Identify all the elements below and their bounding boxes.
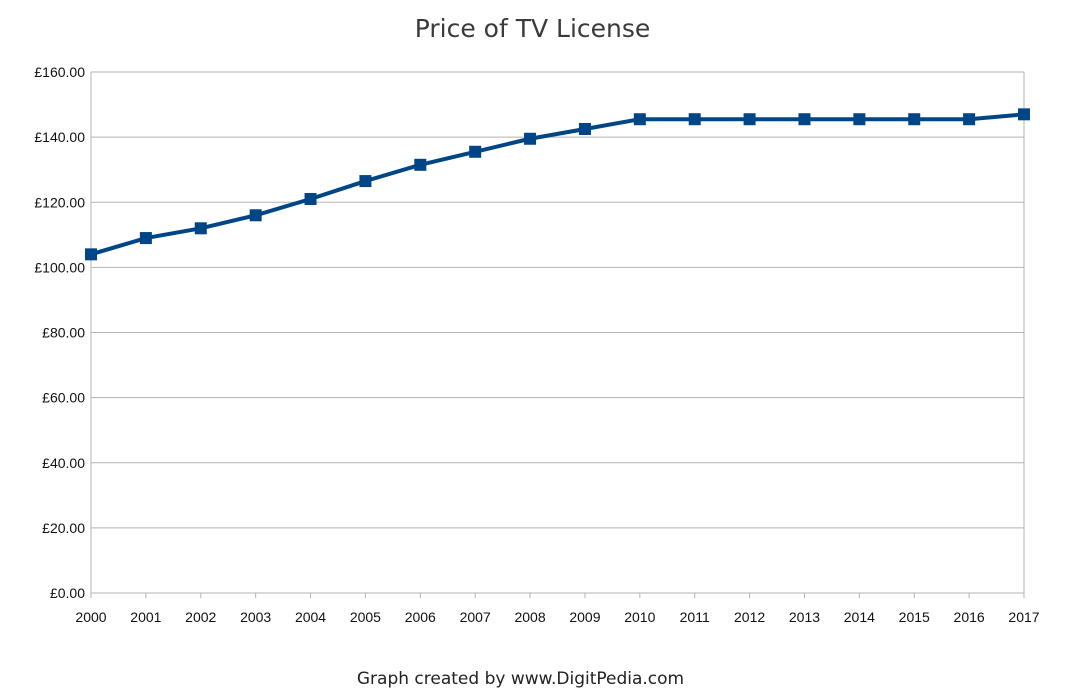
gridlines [91, 71, 1024, 594]
x-tick-label: 2000 [75, 609, 106, 625]
x-axis-tick-labels: 2000 2001 2002 2003 2004 2005 2006 2007 2008 2009… [75, 609, 1039, 625]
x-tick-label: 2002 [185, 609, 216, 625]
chart-title: Price of TV License [414, 14, 651, 43]
x-tick-label: 2011 [680, 609, 710, 625]
x-tick-label: 2006 [405, 609, 436, 625]
data-point-marker [688, 113, 701, 126]
y-tick-label: £80.00 [42, 325, 85, 341]
y-tick-label: £100.00 [34, 259, 85, 275]
x-tick-label: 2010 [624, 609, 655, 625]
axes [90, 72, 1025, 598]
y-tick-label: £0.00 [50, 585, 85, 601]
y-tick-label: £160.00 [34, 64, 85, 80]
data-point-marker [908, 113, 921, 126]
data-point-marker [249, 209, 262, 222]
data-point-marker [578, 122, 591, 135]
y-tick-label: £60.00 [42, 390, 85, 406]
data-point-marker [414, 158, 427, 171]
y-tick-label: £140.00 [34, 129, 85, 145]
y-tick-label: £40.00 [42, 455, 85, 471]
data-point-marker [139, 232, 152, 245]
data-point-marker [304, 192, 317, 205]
x-tick-label: 2001 [130, 609, 161, 625]
data-point-marker [853, 113, 866, 126]
data-point-marker [469, 145, 482, 158]
x-tick-label: 2008 [514, 609, 545, 625]
x-tick-label: 2013 [789, 609, 820, 625]
x-tick-label: 2007 [460, 609, 491, 625]
x-tick-label: 2005 [350, 609, 381, 625]
data-point-marker [194, 222, 207, 235]
x-tick-label: 2004 [295, 609, 326, 625]
series-layer [85, 108, 1030, 261]
x-tick-label: 2014 [844, 609, 875, 625]
x-tick-label: 2012 [734, 609, 765, 625]
x-tick-label: 2009 [569, 609, 600, 625]
data-point-marker [524, 132, 537, 145]
data-point-marker [633, 113, 646, 126]
data-point-marker [85, 248, 97, 261]
data-point-marker [359, 175, 372, 188]
data-point-marker [1018, 108, 1030, 121]
x-tick-label: 2016 [954, 609, 985, 625]
data-point-marker [798, 113, 811, 126]
y-tick-label: £20.00 [42, 520, 85, 536]
series-line [90, 112, 1025, 257]
y-tick-label: £120.00 [34, 194, 85, 210]
data-point-marker [743, 113, 756, 126]
x-tick-label: 2015 [899, 609, 930, 625]
x-tick-label: 2003 [240, 609, 271, 625]
x-tick-label: 2017 [1008, 609, 1039, 625]
y-axis-tick-labels: £0.00 £20.00 £40.00 £60.00 £80.00 £100.00 £120… [34, 64, 85, 601]
footer-credit: Graph created by www.DigitPedia.com [356, 669, 685, 689]
data-point-marker [963, 113, 976, 126]
